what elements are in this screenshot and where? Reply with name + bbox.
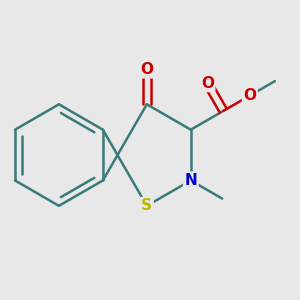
Text: S: S (141, 198, 152, 213)
Text: O: O (243, 88, 256, 103)
Text: N: N (184, 173, 197, 188)
Text: O: O (201, 76, 214, 91)
Text: O: O (140, 62, 153, 77)
